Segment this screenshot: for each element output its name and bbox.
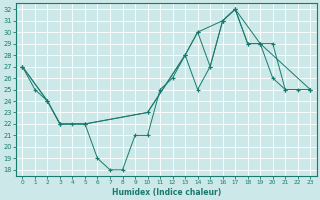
- X-axis label: Humidex (Indice chaleur): Humidex (Indice chaleur): [112, 188, 221, 197]
